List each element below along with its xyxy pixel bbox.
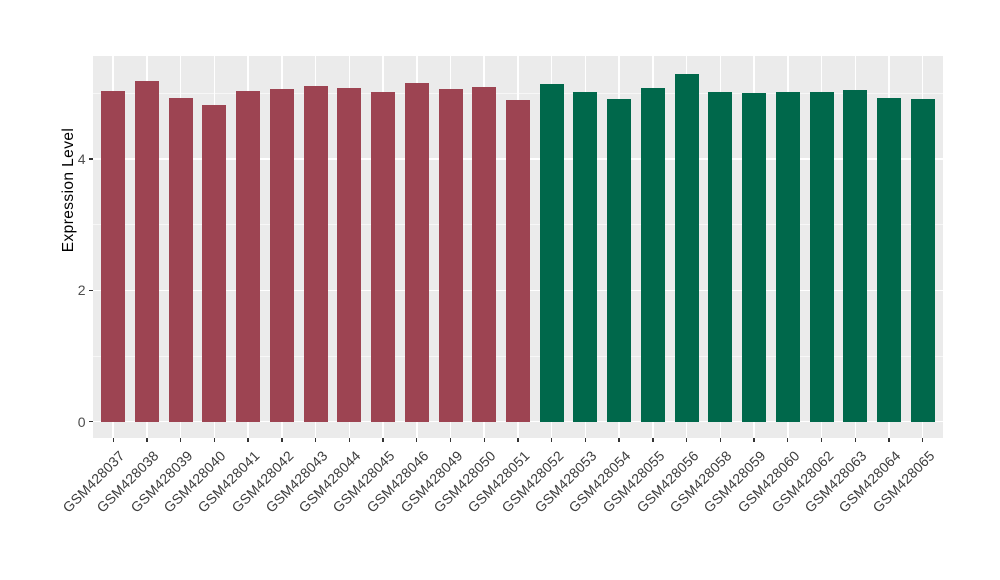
x-tick-mark xyxy=(652,438,654,442)
bar-GSM428052 xyxy=(539,84,564,422)
x-tick-mark xyxy=(146,438,148,442)
bar-GSM428042 xyxy=(269,89,294,422)
bar-GSM428055 xyxy=(640,87,665,422)
x-tick-mark xyxy=(213,438,216,442)
bar-GSM428063 xyxy=(843,89,868,422)
x-tick-mark xyxy=(584,438,587,442)
x-tick-mark xyxy=(753,438,755,442)
plot-panel xyxy=(93,56,943,438)
bar-GSM428059 xyxy=(742,92,767,422)
bar-GSM428060 xyxy=(775,91,800,422)
bar-GSM428065 xyxy=(910,99,935,422)
x-tick-mark xyxy=(348,438,350,442)
bar-GSM428041 xyxy=(236,90,261,422)
x-tick-mark xyxy=(922,438,924,442)
x-tick-mark xyxy=(112,438,114,442)
bar-GSM428044 xyxy=(337,87,362,422)
y-axis-title: Expression Level xyxy=(60,127,77,253)
bar-GSM428049 xyxy=(438,88,463,422)
x-tick-mark xyxy=(314,438,317,442)
bar-GSM428037 xyxy=(101,90,126,422)
bar-GSM428053 xyxy=(573,91,598,422)
x-tick-mark xyxy=(179,438,182,442)
bar-GSM428045 xyxy=(371,91,396,422)
x-tick-mark xyxy=(550,438,553,442)
bar-GSM428043 xyxy=(303,85,328,422)
bar-GSM428046 xyxy=(404,82,429,422)
x-tick-mark xyxy=(483,438,485,442)
x-tick-mark xyxy=(888,438,890,442)
minor-gridline xyxy=(93,92,943,94)
x-tick-mark xyxy=(449,438,452,442)
x-tick-mark xyxy=(382,438,384,442)
y-tick-label: 0 xyxy=(77,413,86,430)
x-tick-mark xyxy=(618,438,620,442)
x-tick-mark xyxy=(247,438,249,442)
bar-GSM428064 xyxy=(876,97,901,422)
x-tick-mark xyxy=(517,438,519,442)
y-tick-mark xyxy=(88,158,93,160)
bar-GSM428056 xyxy=(674,74,699,422)
bar-GSM428051 xyxy=(505,99,530,422)
bar-GSM428040 xyxy=(202,105,227,422)
x-tick-mark xyxy=(685,438,688,442)
y-tick-label: 2 xyxy=(77,282,86,299)
y-tick-label: 4 xyxy=(77,150,86,167)
bar-GSM428038 xyxy=(134,80,159,422)
bar-GSM428058 xyxy=(708,91,733,422)
y-tick-mark xyxy=(88,289,93,291)
bar-GSM428039 xyxy=(168,98,193,422)
x-tick-mark xyxy=(719,438,722,442)
x-tick-mark xyxy=(416,438,418,442)
x-tick-mark xyxy=(854,438,856,442)
x-tick-mark xyxy=(787,438,789,442)
y-tick-mark xyxy=(88,421,93,423)
x-tick-mark xyxy=(820,438,823,442)
bar-GSM428062 xyxy=(809,91,834,422)
x-tick-mark xyxy=(281,438,283,442)
major-gridline xyxy=(93,420,943,423)
bar-GSM428054 xyxy=(607,99,632,422)
bar-GSM428050 xyxy=(472,87,497,422)
